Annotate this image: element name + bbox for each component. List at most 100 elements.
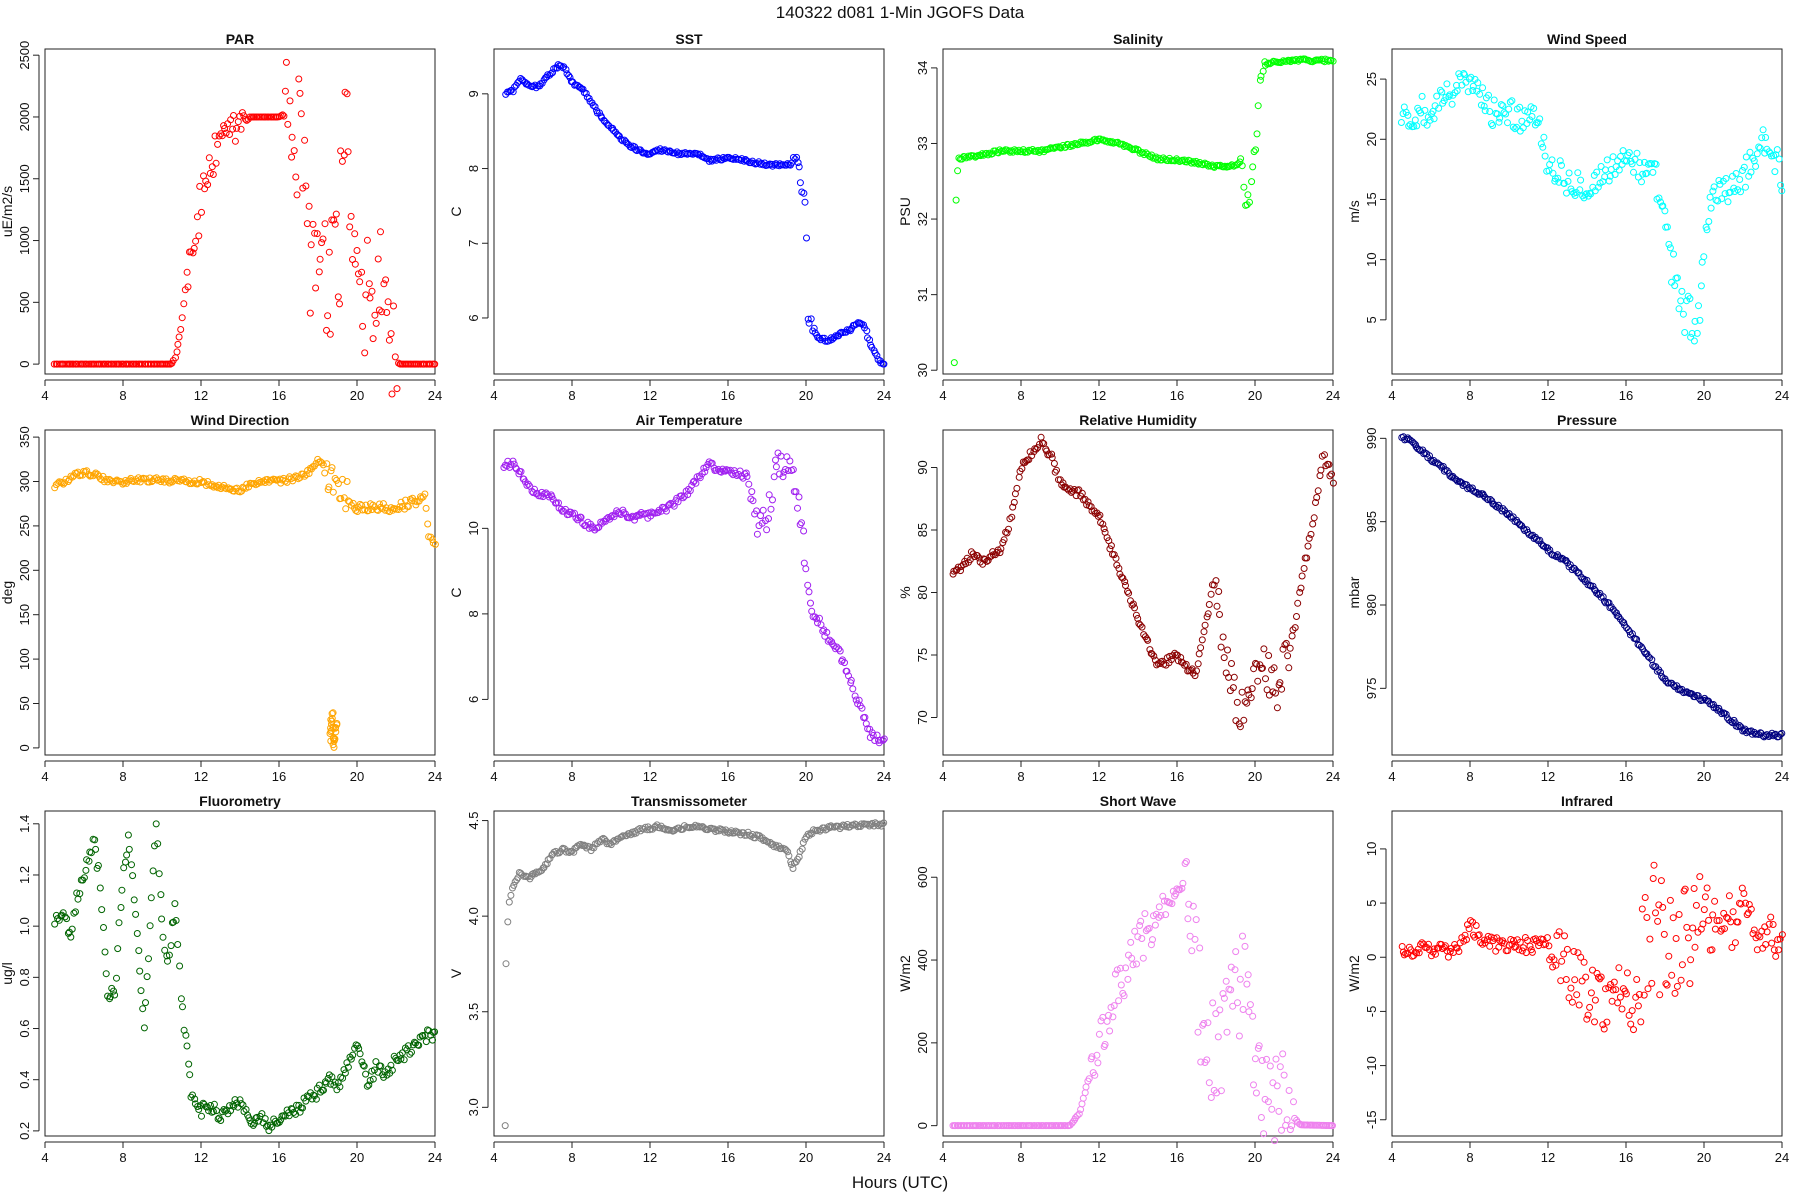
data-point [836,647,844,655]
data-point [862,720,870,728]
data-point [1727,717,1735,725]
data-point [637,509,645,516]
data-point [785,852,793,860]
data-point [1244,191,1252,199]
data-point [193,213,201,221]
data-point [1597,973,1605,981]
data-point [130,896,138,904]
data-point [372,319,380,327]
data-point [1709,911,1717,919]
data-point [296,89,304,97]
y-tick-label: 0.6 [17,1019,32,1037]
data-point [1636,159,1644,167]
y-tick-label: 150 [17,604,32,626]
data-point [1613,609,1620,617]
data-point [1028,452,1036,460]
data-point [142,999,149,1007]
x-tick-label: 12 [1541,769,1555,784]
plot-frame [493,48,885,375]
data-point [1675,305,1683,313]
panel-par: PAR uE/m2/s 4 8 12 16 20 24 0 500 1000 1500 2000 2500 [0,31,442,403]
data-point [375,306,383,314]
data-point [1410,439,1418,447]
data-point [351,260,359,268]
data-point [358,268,366,276]
y-tick-label: 25 [1364,72,1379,86]
data-point [1227,986,1235,994]
data-point [1273,1082,1281,1090]
data-point [805,319,813,327]
data-point [1425,940,1432,948]
y-tick-label: 15 [1364,192,1379,206]
data-point [393,385,401,393]
data-point [1246,1001,1254,1009]
data-point [1259,67,1267,75]
data-point [1464,88,1472,96]
data-point [312,1095,320,1103]
data-point [229,125,237,133]
data-point [330,743,338,751]
data-point [863,327,871,335]
x-axis: 4 8 12 16 20 24 [1388,760,1789,784]
data-point [1609,153,1617,161]
data-point [794,159,802,167]
data-point [603,840,611,848]
data-point [957,567,964,575]
data-point [288,153,296,161]
data-point [217,130,225,138]
data-point [880,735,888,743]
data-point [1687,333,1695,341]
data-point [1325,461,1333,468]
data-point [1713,917,1721,925]
x-tick-label: 24 [877,769,891,784]
data-point [1298,572,1306,580]
data-point [128,861,135,869]
data-point [1695,302,1702,310]
data-point [1691,317,1699,325]
data-point [331,1078,339,1086]
data-point [1094,1059,1102,1067]
data-point [1631,635,1639,643]
data-point [282,58,290,66]
data-point [816,614,823,622]
data-point [1105,1011,1112,1019]
data-point [82,866,90,874]
data-point [1593,168,1601,176]
data-point [1096,511,1104,519]
data-point [1743,911,1751,919]
data-point [368,287,376,295]
data-point [648,508,656,516]
data-point [810,324,818,332]
data-point [1223,1028,1231,1036]
x-tick-label: 24 [1775,388,1789,403]
data-point [1442,93,1450,101]
data-point [85,857,93,865]
panel-pressure: Pressure mbar 4 8 12 16 20 24 975 980 985 990 [1346,412,1789,784]
data-point [1722,175,1730,182]
data-point [180,300,188,308]
data-point [1578,977,1586,985]
data-point [1168,900,1176,908]
data-point [1245,1008,1253,1016]
data-point [1700,253,1708,261]
data-point [1552,961,1560,969]
data-point [353,247,361,254]
data-point [344,1063,352,1071]
data-point [1215,588,1223,595]
data-point [1127,938,1135,946]
data-point [227,116,235,124]
data-point [1072,1114,1080,1122]
data-point [1328,470,1335,478]
data-point [1497,101,1505,109]
data-point [1281,641,1289,649]
panel-fluor: Fluorometry ug/l 4 8 12 16 20 24 0.2 0.4 0.6 0.8 1.0… [0,793,442,1165]
y-tick-label: 0.2 [17,1122,32,1140]
x-tick-label: 12 [194,388,208,403]
data-point [880,360,888,368]
data-point [174,340,182,348]
data-point [362,1070,370,1078]
x-axis: 4 8 12 16 20 24 [41,1141,442,1165]
data-point [869,732,877,739]
x-tick-label: 16 [1619,388,1633,403]
data-point [431,1028,439,1036]
